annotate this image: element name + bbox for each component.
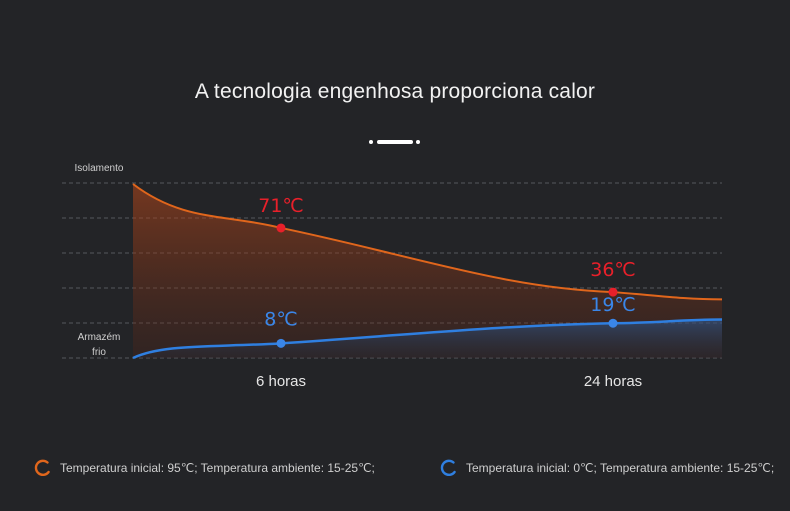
blue-24h-label: 19℃ (590, 294, 636, 316)
blue-area (133, 319, 722, 358)
orange-ring-icon (34, 459, 50, 477)
orange-series-line (132, 183, 723, 301)
blue-6h-point (276, 338, 286, 348)
divider-dot-left (369, 140, 373, 144)
legend-text-blue: Temperatura inicial: 0℃; Temperatura amb… (466, 461, 775, 475)
blue-6h-label: 8℃ (264, 308, 297, 330)
blue-series-line (132, 318, 723, 360)
blue-ring-icon (440, 459, 456, 477)
y-label-isolamento: Isolamento (74, 163, 124, 174)
legend-text-orange: Temperatura inicial: 95℃; Temperatura am… (60, 461, 375, 475)
page-title: A tecnologia engenhosa proporciona calor (194, 80, 596, 103)
legend-item-blue: Temperatura inicial: 0℃; Temperatura amb… (440, 456, 774, 480)
y-label-armazem-line2: frio (92, 347, 106, 358)
blue-24h-point (608, 318, 618, 328)
orange-6h-point (276, 223, 286, 233)
orange-24h-point (608, 287, 618, 297)
title-divider (369, 139, 421, 145)
orange-6h-label: 71℃ (258, 195, 304, 217)
x-tick-label: 24 horas (584, 373, 642, 390)
legend-item-orange: Temperatura inicial: 95℃; Temperatura am… (34, 456, 375, 480)
divider-dot-right (416, 140, 420, 144)
y-label-armazem: Armazém frio (70, 330, 128, 360)
orange-area (133, 184, 722, 358)
y-label-armazem-line1: Armazém (77, 332, 121, 343)
divider-bar (377, 140, 413, 144)
x-tick-label: 6 horas (256, 373, 306, 390)
orange-24h-label: 36℃ (590, 259, 636, 281)
